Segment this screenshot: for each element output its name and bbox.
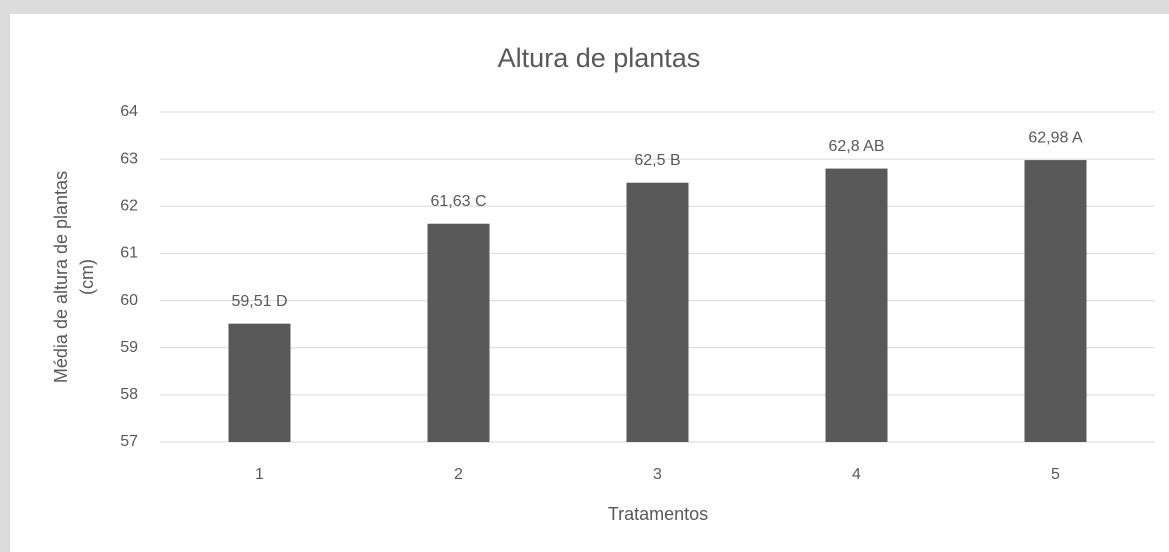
y-tick-label: 58 (120, 386, 138, 403)
bar (427, 223, 490, 442)
x-tick-label: 2 (454, 466, 463, 483)
chart-title: Altura de plantas (498, 43, 701, 73)
y-tick-label: 57 (120, 433, 138, 450)
x-tick-label: 3 (653, 466, 662, 483)
y-tick-label: 63 (120, 150, 138, 167)
bar (228, 323, 291, 442)
bar (626, 182, 689, 442)
y-axis-label: (cm) (77, 259, 97, 295)
x-tick-label: 4 (852, 466, 861, 483)
data-label: 59,51 D (231, 293, 287, 310)
data-label: 62,5 B (634, 152, 680, 169)
x-axis-label: Tratamentos (608, 504, 708, 524)
x-tick-label: 1 (255, 466, 264, 483)
y-tick-label: 60 (120, 292, 138, 309)
data-label: 61,63 C (430, 193, 486, 210)
chart-area (10, 14, 1169, 552)
bar (825, 168, 888, 443)
y-tick-label: 59 (120, 339, 138, 356)
y-tick-label: 61 (120, 245, 138, 262)
bar (1024, 160, 1087, 443)
y-tick-label: 64 (120, 103, 138, 120)
y-axis-label: Média de altura de plantas (51, 171, 71, 383)
data-label: 62,8 AB (828, 138, 884, 155)
data-label: 62,98 A (1028, 129, 1083, 146)
x-tick-label: 5 (1051, 466, 1060, 483)
y-tick-label: 62 (120, 198, 138, 215)
